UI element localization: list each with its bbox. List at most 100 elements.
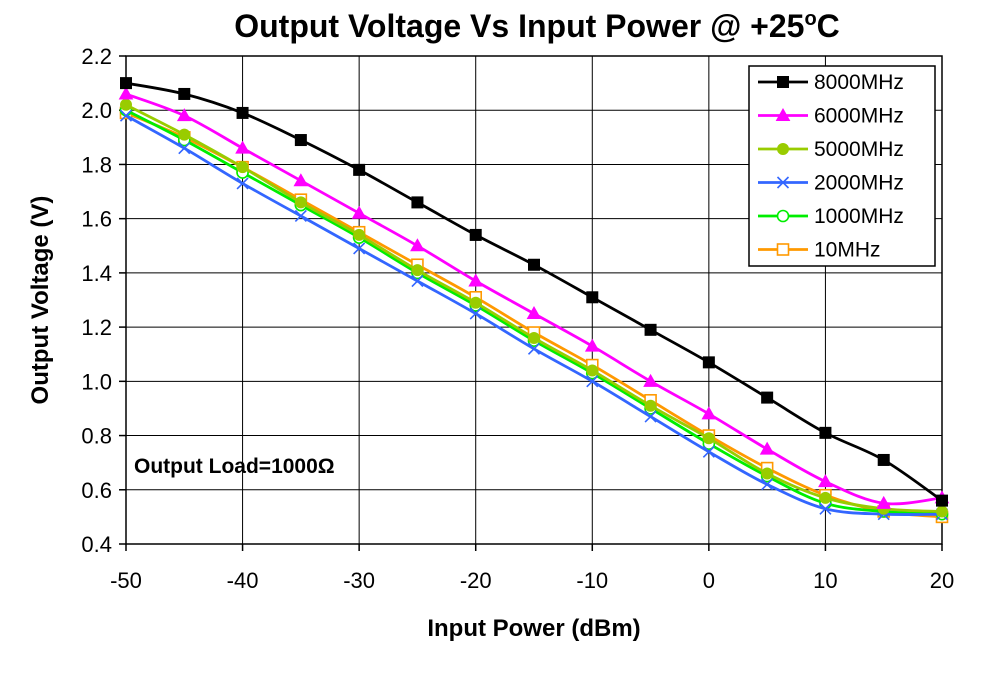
data-point-8000MHz [469, 228, 482, 241]
data-point-2000MHz [294, 209, 307, 223]
data-point-8000MHz [294, 134, 307, 147]
legend-marker [775, 107, 791, 121]
y-tick-label: 1.8 [81, 152, 112, 177]
y-tick-label: 1.2 [81, 315, 112, 340]
series-layer [118, 77, 950, 524]
data-point-5000MHz [936, 505, 948, 518]
data-point-2000MHz [761, 478, 774, 491]
legend-label: 8000MHz [814, 71, 904, 94]
data-point-5000MHz [120, 98, 132, 111]
legend-label: 1000MHz [814, 205, 904, 228]
data-point-5000MHz [761, 467, 774, 480]
data-point-6000MHz [410, 238, 425, 252]
data-point-6000MHz [351, 205, 367, 219]
legend-marker [776, 176, 790, 189]
y-tick-label: 1.6 [81, 207, 112, 232]
x-tick-label: 20 [930, 568, 954, 593]
data-point-6000MHz [584, 338, 600, 352]
x-tick-label: -10 [576, 568, 608, 593]
legend-label: 5000MHz [814, 138, 904, 161]
data-point-5000MHz [294, 196, 307, 209]
data-point-2000MHz [469, 307, 482, 320]
legend-entry-2000MHz: 2000MHz [758, 172, 904, 195]
data-point-6000MHz [643, 373, 658, 387]
data-point-2000MHz [178, 142, 191, 155]
data-point-6000MHz [876, 495, 892, 509]
legend-entry-1000MHz: 1000MHz [758, 205, 904, 228]
legend-marker [777, 143, 789, 155]
y-axis-label: Output Voltage (V) [27, 196, 54, 405]
data-point-5000MHz [236, 161, 249, 174]
data-point-2000MHz [236, 177, 249, 190]
axis-ticks [119, 55, 943, 551]
data-point-6000MHz [818, 474, 833, 488]
legend-label: 2000MHz [814, 172, 904, 195]
data-point-5000MHz [528, 331, 540, 344]
y-tick-label: 0.8 [81, 424, 112, 449]
chart-title-degree: o [804, 8, 816, 30]
x-tick-labels: -50 -40 -30 -20 -10 0 10 20 [110, 568, 954, 593]
legend: 8000MHz 6000MHz 5000MHz 2000MHz 1000MHz 10MHz [748, 65, 936, 267]
x-tick-label: -30 [343, 568, 375, 593]
legend-box [748, 65, 936, 267]
data-point-5000MHz [469, 296, 482, 309]
data-point-6000MHz [118, 86, 134, 100]
legend-entry-6000MHz: 6000MHz [758, 105, 904, 128]
data-point-5000MHz [702, 432, 715, 445]
legend-entry-8000MHz: 8000MHz [758, 71, 904, 94]
data-point-8000MHz [644, 323, 657, 336]
x-tick-label: 10 [813, 568, 837, 593]
legend-entry-5000MHz: 5000MHz [758, 138, 904, 161]
legend-label: 6000MHz [814, 105, 904, 128]
legend-entry-10MHz: 10MHz [758, 239, 881, 262]
series-line-2000MHz [125, 114, 943, 516]
y-tick-label: 0.6 [81, 478, 112, 503]
x-tick-label: -20 [460, 568, 492, 593]
legend-label: 10MHz [814, 239, 881, 262]
data-point-2000MHz [819, 502, 832, 515]
data-point-8000MHz [120, 77, 132, 90]
data-point-2000MHz [644, 410, 657, 423]
data-point-6000MHz [176, 108, 192, 122]
data-point-2000MHz [527, 342, 541, 355]
data-point-6000MHz [759, 441, 775, 455]
chart-title: Output Voltage Vs Input Power @ +25oC [234, 8, 840, 44]
chart-title-unit: C [817, 8, 840, 44]
y-tick-label: 1.0 [81, 369, 112, 394]
data-point-2000MHz [411, 274, 424, 288]
data-point-5000MHz [353, 228, 366, 241]
data-point-5000MHz [819, 491, 832, 504]
data-point-8000MHz [702, 356, 715, 369]
data-point-8000MHz [586, 291, 599, 304]
x-axis-label: Input Power (dBm) [427, 615, 640, 642]
series-8000MHz [120, 77, 948, 507]
legend-marker [776, 243, 790, 256]
data-point-6000MHz [235, 140, 250, 154]
series-5000MHz [120, 98, 948, 518]
data-point-8000MHz [178, 87, 191, 100]
data-point-8000MHz [353, 163, 366, 176]
y-tick-label: 1.4 [81, 261, 112, 286]
data-point-5000MHz [411, 264, 424, 277]
x-tick-label: -40 [227, 568, 259, 593]
data-point-8000MHz [936, 494, 948, 507]
data-point-6000MHz [701, 406, 717, 420]
data-point-6000MHz [468, 273, 484, 287]
data-point-5000MHz [178, 128, 191, 141]
y-tick-label: 2.0 [81, 98, 112, 123]
data-point-8000MHz [761, 391, 774, 404]
data-point-8000MHz [528, 258, 540, 271]
y-tick-label: 0.4 [81, 532, 112, 557]
data-point-8000MHz [877, 453, 890, 466]
legend-marker [776, 209, 790, 223]
data-point-2000MHz [353, 242, 366, 255]
data-point-2000MHz [702, 445, 715, 458]
output-load-annotation: Output Load=1000Ω [134, 455, 335, 478]
data-point-5000MHz [586, 364, 599, 377]
x-tick-label: -50 [110, 568, 142, 593]
data-point-6000MHz [293, 173, 309, 187]
y-tick-label: 2.2 [81, 44, 112, 69]
data-point-5000MHz [644, 399, 657, 412]
chart-title-main: Output Voltage Vs Input Power @ +25 [234, 8, 804, 44]
